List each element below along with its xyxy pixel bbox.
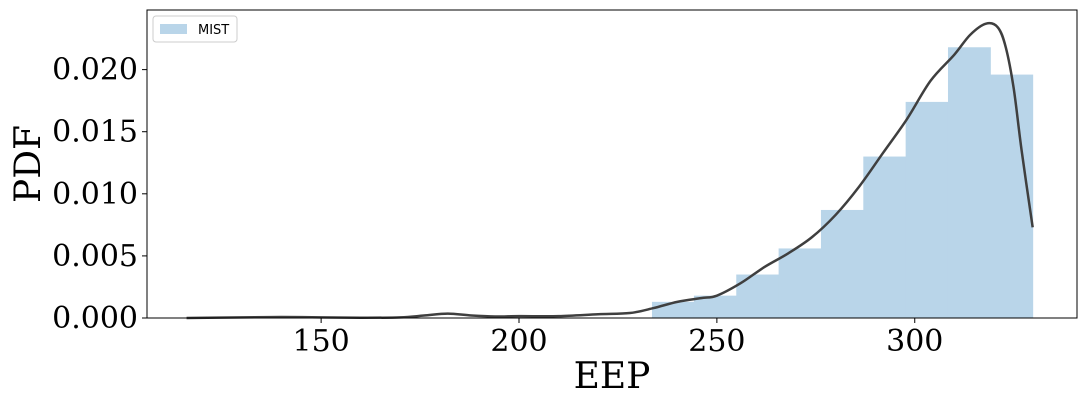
plot-frame [146, 9, 1078, 319]
histogram-bar [820, 209, 864, 318]
histogram-bar [693, 295, 737, 318]
histogram-bar [990, 74, 1034, 318]
histogram-bar [905, 101, 949, 319]
y-tick-label: 0.000 [52, 301, 138, 336]
histogram-bar [778, 248, 822, 318]
histogram-bars [651, 47, 1034, 319]
legend-label-mist: MIST [198, 23, 229, 38]
x-axis-ticks: 150 200 250 300 [292, 318, 943, 359]
y-tick-label: 0.005 [52, 239, 138, 274]
legend-swatch-mist [160, 24, 187, 34]
x-tick-label: 300 [886, 324, 943, 359]
y-axis-label: PDF [8, 125, 49, 203]
kde-curve [186, 21, 1034, 320]
x-tick-label: 250 [688, 324, 745, 359]
x-axis-label: EEP [574, 356, 651, 397]
histogram-bar [651, 301, 695, 318]
x-tick-label: 150 [292, 324, 349, 359]
legend: MIST [152, 15, 238, 43]
y-tick-label: 0.020 [52, 53, 138, 88]
y-axis-ticks: 0.000 0.005 0.010 0.015 0.020 [52, 53, 147, 336]
histogram-bar [947, 47, 991, 318]
x-tick-label: 200 [490, 324, 547, 359]
y-tick-label: 0.015 [52, 115, 138, 150]
y-tick-label: 0.010 [52, 177, 138, 212]
histogram-bar [863, 156, 907, 318]
legend-box [152, 15, 238, 43]
